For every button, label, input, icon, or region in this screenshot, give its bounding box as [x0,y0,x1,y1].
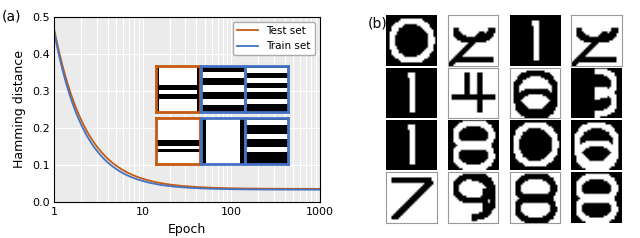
Train set [209,187,216,190]
Train set [51,32,58,35]
Train set [316,188,324,191]
Train set [177,186,184,188]
Line: Test set: Test set [54,30,320,189]
Train set [179,186,186,189]
Text: (a): (a) [1,9,20,23]
Line: Train set: Train set [54,33,320,190]
Test set [268,187,276,190]
Test set [195,186,202,188]
Test set [51,29,58,32]
Test set [179,184,186,187]
Test set [177,184,184,187]
Text: (b): (b) [368,17,388,31]
Train set [310,188,317,191]
Legend: Test set, Train set: Test set, Train set [233,22,315,55]
Test set [316,188,324,190]
Test set [209,186,216,189]
X-axis label: Epoch: Epoch [168,223,206,236]
Y-axis label: Hamming distance: Hamming distance [13,50,26,169]
Train set [268,188,276,191]
Train set [195,187,202,190]
Test set [310,188,317,190]
